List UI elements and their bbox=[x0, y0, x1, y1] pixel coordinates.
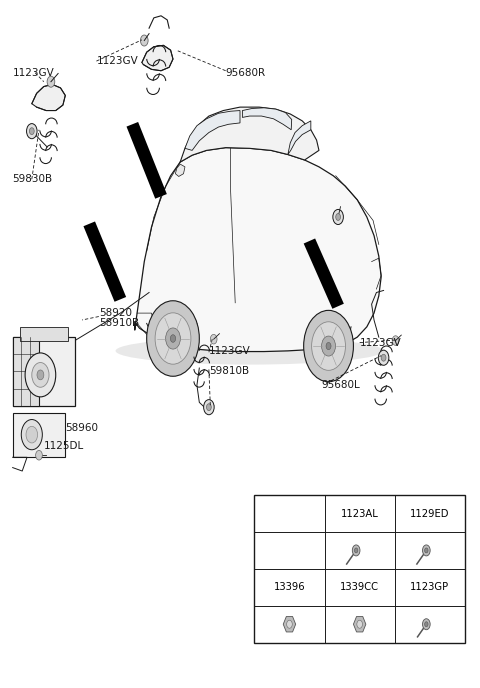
Text: 1123GV: 1123GV bbox=[12, 68, 54, 78]
Circle shape bbox=[322, 336, 336, 356]
Polygon shape bbox=[288, 121, 311, 155]
Text: 59810B: 59810B bbox=[209, 367, 249, 376]
Text: 95680L: 95680L bbox=[322, 380, 360, 390]
Circle shape bbox=[32, 363, 49, 387]
Circle shape bbox=[206, 404, 211, 411]
Text: 59830B: 59830B bbox=[12, 174, 53, 184]
Circle shape bbox=[26, 427, 37, 443]
Bar bbox=[12, 337, 75, 406]
Circle shape bbox=[25, 353, 56, 397]
Text: 1125DL: 1125DL bbox=[44, 440, 84, 451]
Polygon shape bbox=[242, 108, 292, 130]
Circle shape bbox=[425, 622, 428, 627]
Polygon shape bbox=[283, 616, 296, 632]
Circle shape bbox=[26, 124, 37, 139]
Circle shape bbox=[37, 370, 44, 380]
Circle shape bbox=[326, 343, 331, 350]
Bar bbox=[20, 327, 68, 341]
Circle shape bbox=[141, 35, 148, 46]
Circle shape bbox=[304, 310, 353, 382]
Circle shape bbox=[333, 209, 343, 224]
Circle shape bbox=[354, 548, 358, 553]
Ellipse shape bbox=[116, 337, 384, 365]
Circle shape bbox=[357, 620, 362, 628]
Text: 1123GV: 1123GV bbox=[360, 338, 401, 347]
Polygon shape bbox=[142, 45, 173, 71]
Circle shape bbox=[352, 545, 360, 556]
Bar bbox=[12, 337, 39, 406]
Text: 95680R: 95680R bbox=[226, 68, 266, 78]
Text: 1339CC: 1339CC bbox=[340, 582, 379, 592]
Circle shape bbox=[170, 335, 176, 343]
Text: 58960: 58960 bbox=[65, 422, 98, 433]
Circle shape bbox=[166, 328, 180, 349]
Circle shape bbox=[422, 619, 430, 630]
Text: 1123GV: 1123GV bbox=[209, 346, 251, 356]
Circle shape bbox=[155, 313, 191, 364]
Circle shape bbox=[210, 334, 217, 344]
Bar bbox=[254, 495, 465, 643]
Circle shape bbox=[425, 548, 428, 553]
Circle shape bbox=[204, 400, 214, 415]
Circle shape bbox=[422, 545, 430, 556]
Circle shape bbox=[378, 350, 389, 365]
Circle shape bbox=[287, 620, 292, 628]
Circle shape bbox=[147, 301, 199, 376]
Text: 1123GV: 1123GV bbox=[96, 56, 138, 66]
Circle shape bbox=[381, 354, 386, 361]
Text: 1123GP: 1123GP bbox=[410, 582, 449, 592]
Polygon shape bbox=[32, 85, 65, 111]
Polygon shape bbox=[175, 164, 185, 176]
Circle shape bbox=[312, 322, 346, 370]
Bar bbox=[12, 413, 65, 458]
Polygon shape bbox=[185, 111, 240, 151]
Circle shape bbox=[36, 451, 42, 460]
Text: 13396: 13396 bbox=[274, 582, 305, 592]
Circle shape bbox=[21, 420, 42, 450]
Text: 1123AL: 1123AL bbox=[341, 508, 379, 519]
Circle shape bbox=[29, 128, 34, 135]
Text: 58910B: 58910B bbox=[99, 319, 139, 328]
Text: 1129ED: 1129ED bbox=[410, 508, 450, 519]
Circle shape bbox=[47, 76, 55, 87]
Polygon shape bbox=[180, 107, 319, 162]
Polygon shape bbox=[135, 148, 381, 352]
Text: 58920: 58920 bbox=[99, 308, 132, 318]
Polygon shape bbox=[353, 616, 366, 632]
Circle shape bbox=[336, 213, 340, 220]
Circle shape bbox=[392, 336, 399, 345]
